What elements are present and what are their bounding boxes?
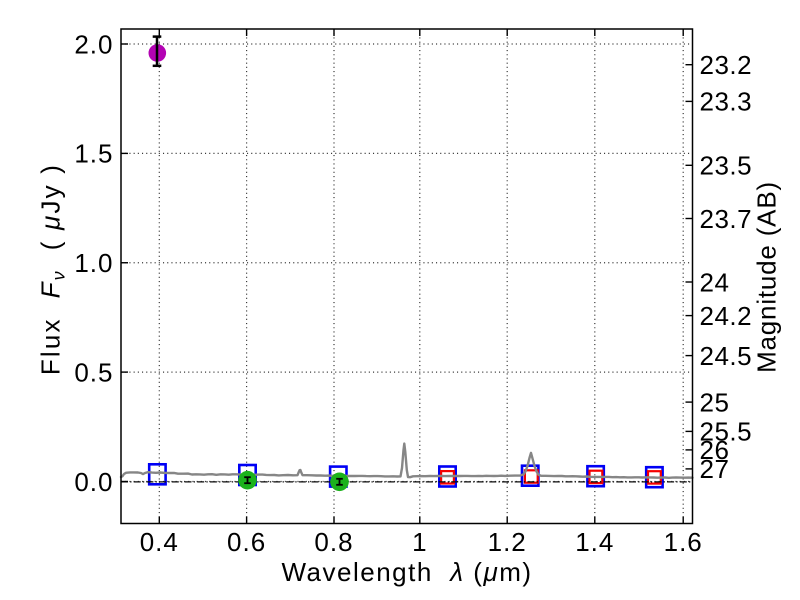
svg-text:1.2: 1.2 xyxy=(488,527,527,557)
svg-text:2.0: 2.0 xyxy=(74,29,113,59)
svg-text:0.4: 0.4 xyxy=(140,527,179,557)
svg-text:Wavelength λ (μm): Wavelength λ (μm) xyxy=(281,557,532,587)
svg-text:0.6: 0.6 xyxy=(227,527,266,557)
svg-text:Magnitude (AB): Magnitude (AB) xyxy=(752,181,782,373)
svg-text:1.0: 1.0 xyxy=(74,248,113,278)
svg-text:1.4: 1.4 xyxy=(575,527,614,557)
svg-text:24: 24 xyxy=(700,267,730,297)
svg-text:1.6: 1.6 xyxy=(664,527,703,557)
svg-text:Flux Fν ( μJy ): Flux Fν ( μJy ) xyxy=(36,163,69,375)
svg-text:26: 26 xyxy=(700,435,730,465)
svg-text:23.3: 23.3 xyxy=(700,87,753,117)
svg-text:0.0: 0.0 xyxy=(74,467,113,497)
svg-text:25.5: 25.5 xyxy=(700,417,753,447)
svg-text:23.7: 23.7 xyxy=(700,204,753,234)
svg-text:24.2: 24.2 xyxy=(700,301,753,331)
svg-text:25: 25 xyxy=(700,387,730,417)
svg-text:23.2: 23.2 xyxy=(700,50,753,80)
svg-text:1.5: 1.5 xyxy=(74,139,113,169)
svg-text:23.5: 23.5 xyxy=(700,151,753,181)
svg-text:1: 1 xyxy=(412,527,427,557)
svg-text:24.5: 24.5 xyxy=(700,341,753,371)
svg-text:0.8: 0.8 xyxy=(314,527,353,557)
svg-text:0.5: 0.5 xyxy=(74,357,113,387)
svg-text:27: 27 xyxy=(700,454,730,484)
